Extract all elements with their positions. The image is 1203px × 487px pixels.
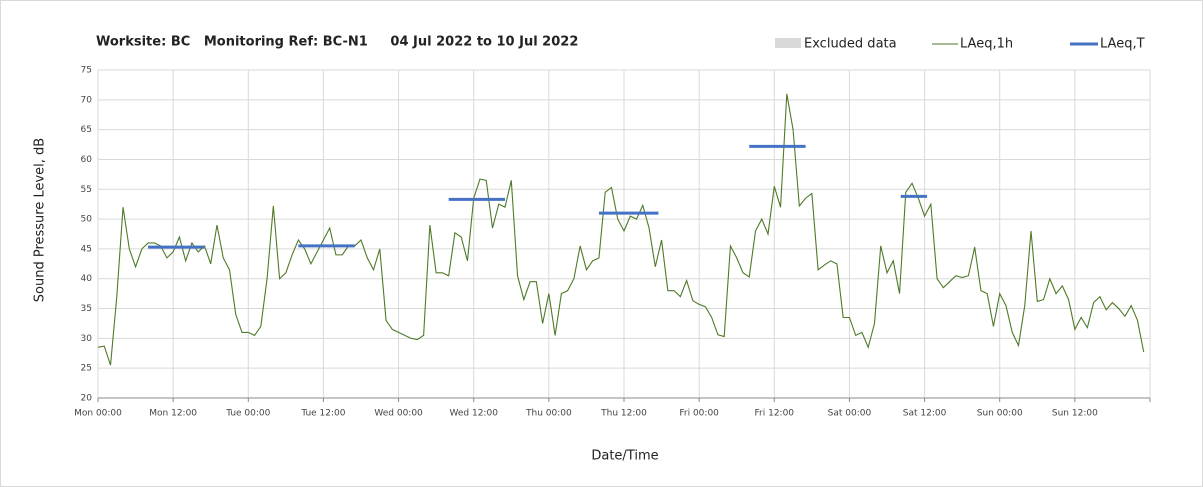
x-tick-label: Sun 12:00 (1052, 409, 1098, 419)
y-tick-label: 60 (81, 155, 93, 165)
y-tick-label: 30 (81, 334, 93, 344)
chart-title: Worksite: BC Monitoring Ref: BC-N1 04 Ju… (96, 35, 578, 50)
x-tick-label: Thu 12:00 (600, 409, 647, 419)
y-tick-label: 35 (81, 304, 92, 314)
y-tick-label: 75 (81, 66, 92, 76)
y-tick-label: 55 (81, 185, 92, 195)
legend-label: LAeq,1h (960, 37, 1013, 52)
x-tick-label: Sat 12:00 (903, 409, 947, 419)
y-tick-label: 65 (81, 125, 92, 135)
x-axis-label: Date/Time (591, 449, 658, 464)
y-tick-label: 70 (81, 95, 93, 105)
y-tick-label: 40 (81, 274, 93, 284)
line-series (97, 93, 1145, 366)
y-tick-label: 25 (81, 364, 92, 374)
x-tick-label: Sun 00:00 (977, 409, 1023, 419)
y-tick-label: 20 (81, 394, 93, 404)
x-tick-label: Tue 00:00 (225, 409, 270, 419)
legend-label: Excluded data (804, 37, 897, 52)
x-tick-label: Wed 12:00 (450, 409, 499, 419)
x-tick-label: Thu 00:00 (525, 409, 572, 419)
legend-swatch (775, 38, 801, 48)
x-tick-label: Mon 12:00 (149, 409, 197, 419)
x-tick-label: Mon 00:00 (74, 409, 122, 419)
x-tick-label: Fri 00:00 (679, 409, 719, 419)
y-tick-label: 45 (81, 244, 92, 254)
x-tick-label: Sat 00:00 (828, 409, 872, 419)
y-tick-label: 50 (81, 215, 93, 225)
legend-label: LAeq,T (1100, 37, 1145, 52)
x-tick-label: Tue 12:00 (300, 409, 345, 419)
x-tick-label: Fri 12:00 (755, 409, 795, 419)
x-tick-label: Wed 00:00 (374, 409, 423, 419)
y-axis-label: Sound Pressure Level, dB (33, 138, 48, 302)
